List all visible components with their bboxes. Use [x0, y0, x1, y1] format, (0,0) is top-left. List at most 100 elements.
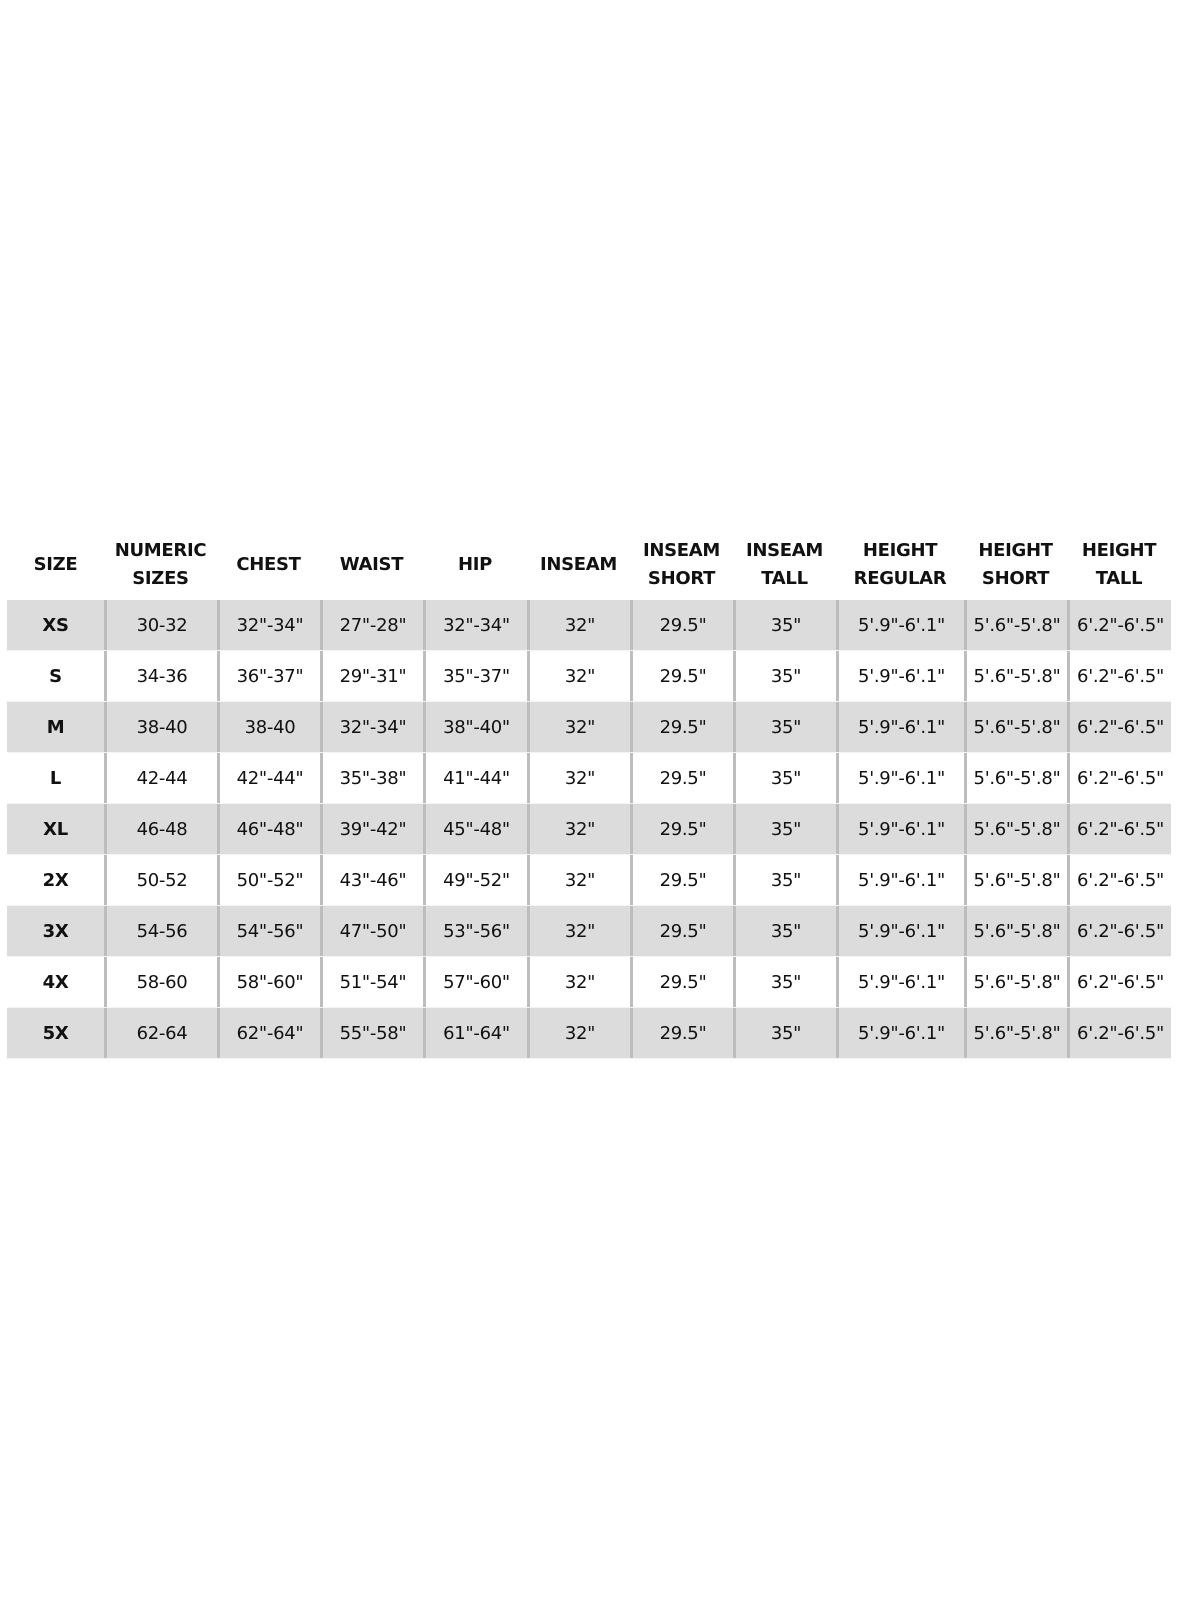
table-cell: 30-32 [104, 600, 217, 650]
table-cell: 32" [527, 600, 630, 650]
table-cell: 32" [527, 855, 630, 905]
table-cell: 61"-64" [423, 1008, 527, 1058]
table-cell: 43"-46" [320, 855, 423, 905]
table-cell: 50-52 [104, 855, 217, 905]
table-cell: 35" [733, 957, 836, 1007]
table-cell: 32" [527, 702, 630, 752]
table-cell: 6'.2"-6'.5" [1067, 906, 1171, 956]
table-cell: 32" [527, 753, 630, 803]
table-cell: 39"-42" [320, 804, 423, 854]
table-cell: 42"-44" [217, 753, 320, 803]
table-cell: 6'.2"-6'.5" [1067, 753, 1171, 803]
column-header: WAIST [339, 554, 404, 575]
table-cell: 35" [733, 753, 836, 803]
table-cell: 36"-37" [217, 651, 320, 701]
table-cell: 32"-34" [320, 702, 423, 752]
table-cell: 38-40 [217, 702, 320, 752]
table-row: XS 30-32 32"-34" 27"-28" 32"-34" 32" 29.5" 35" 5… [7, 600, 1171, 651]
table-cell: 5'.9"-6'.1" [836, 702, 964, 752]
size-label: 4X [42, 971, 69, 993]
column-header: HEIGHT TALL [1081, 540, 1157, 589]
table-cell: 6'.2"-6'.5" [1067, 600, 1171, 650]
table-cell: 32" [527, 906, 630, 956]
table-cell: 5'.6"-5'.8" [964, 957, 1067, 1007]
table-cell: 58"-60" [217, 957, 320, 1007]
table-cell: 6'.2"-6'.5" [1067, 702, 1171, 752]
table-cell: 5'.6"-5'.8" [964, 1008, 1067, 1058]
table-cell: 6'.2"-6'.5" [1067, 651, 1171, 701]
size-label: XL [43, 818, 68, 840]
table-cell: 35" [733, 855, 836, 905]
table-cell: 62-64 [104, 1008, 217, 1058]
column-header: NUMERIC SIZES [114, 540, 207, 589]
column-header: HEIGHT REGULAR [853, 540, 947, 589]
table-cell: 35"-37" [423, 651, 527, 701]
table-cell: 35" [733, 702, 836, 752]
table-cell: 6'.2"-6'.5" [1067, 957, 1171, 1007]
table-cell: 50"-52" [217, 855, 320, 905]
table-cell: 29.5" [630, 753, 733, 803]
table-cell: 54-56 [104, 906, 217, 956]
table-cell: 32"-34" [423, 600, 527, 650]
table-cell: 32"-34" [217, 600, 320, 650]
table-cell: 6'.2"-6'.5" [1067, 855, 1171, 905]
table-row: 4X 58-60 58"-60" 51"-54" 57"-60" 32" 29.5" 35" 5… [7, 957, 1171, 1008]
table-cell: 5'.9"-6'.1" [836, 855, 964, 905]
table-cell: 5'.9"-6'.1" [836, 906, 964, 956]
table-cell: 29.5" [630, 906, 733, 956]
table-cell: 32" [527, 957, 630, 1007]
table-cell: 32" [527, 1008, 630, 1058]
size-label: 3X [42, 920, 69, 942]
size-label: XS [42, 614, 69, 636]
size-chart-table: SIZE NUMERIC SIZES CHEST WAIST HIP INSEAM INSE… [7, 530, 1171, 1059]
table-cell: 29.5" [630, 1008, 733, 1058]
table-cell: 27"-28" [320, 600, 423, 650]
table-row: 3X 54-56 54"-56" 47"-50" 53"-56" 32" 29.5" 35" 5… [7, 906, 1171, 957]
table-cell: 46"-48" [217, 804, 320, 854]
table-body: XS 30-32 32"-34" 27"-28" 32"-34" 32" 29.5" 35" 5… [7, 600, 1171, 1059]
table-cell: 5'.6"-5'.8" [964, 804, 1067, 854]
table-cell: 29.5" [630, 600, 733, 650]
size-label: S [49, 665, 62, 687]
table-cell: 29.5" [630, 804, 733, 854]
table-cell: 62"-64" [217, 1008, 320, 1058]
table-cell: 32" [527, 651, 630, 701]
table-cell: 5'.9"-6'.1" [836, 804, 964, 854]
table-cell: 35" [733, 600, 836, 650]
table-cell: 49"-52" [423, 855, 527, 905]
table-cell: 38"-40" [423, 702, 527, 752]
table-cell: 6'.2"-6'.5" [1067, 804, 1171, 854]
table-cell: 29.5" [630, 957, 733, 1007]
table-cell: 6'.2"-6'.5" [1067, 1008, 1171, 1058]
table-row: 2X 50-52 50"-52" 43"-46" 49"-52" 32" 29.5" 35" 5… [7, 855, 1171, 906]
column-header: CHEST [236, 554, 301, 575]
table-cell: 5'.6"-5'.8" [964, 651, 1067, 701]
table-cell: 35" [733, 804, 836, 854]
table-cell: 46-48 [104, 804, 217, 854]
table-cell: 58-60 [104, 957, 217, 1007]
table-cell: 29"-31" [320, 651, 423, 701]
table-row: M 38-40 38-40 32"-34" 38"-40" 32" 29.5" 35" 5'.9… [7, 702, 1171, 753]
column-header: SIZE [33, 554, 78, 575]
column-header: INSEAM SHORT [642, 540, 721, 589]
table-cell: 35" [733, 651, 836, 701]
header-row: SIZE NUMERIC SIZES CHEST WAIST HIP INSEAM INSE… [7, 530, 1171, 600]
table-cell: 41"-44" [423, 753, 527, 803]
table-cell: 5'.6"-5'.8" [964, 855, 1067, 905]
table-cell: 45"-48" [423, 804, 527, 854]
table-cell: 34-36 [104, 651, 217, 701]
size-label: M [46, 716, 65, 738]
table-cell: 29.5" [630, 702, 733, 752]
table-cell: 29.5" [630, 651, 733, 701]
column-header: HEIGHT SHORT [978, 540, 1053, 589]
table-cell: 5'.6"-5'.8" [964, 906, 1067, 956]
table-cell: 35" [733, 906, 836, 956]
table-cell: 35" [733, 1008, 836, 1058]
table-cell: 5'.9"-6'.1" [836, 1008, 964, 1058]
table-cell: 5'.9"-6'.1" [836, 957, 964, 1007]
column-header: INSEAM TALL [745, 540, 824, 589]
column-header: HIP [457, 554, 493, 575]
table-cell: 57"-60" [423, 957, 527, 1007]
table-cell: 47"-50" [320, 906, 423, 956]
table-cell: 5'.9"-6'.1" [836, 651, 964, 701]
